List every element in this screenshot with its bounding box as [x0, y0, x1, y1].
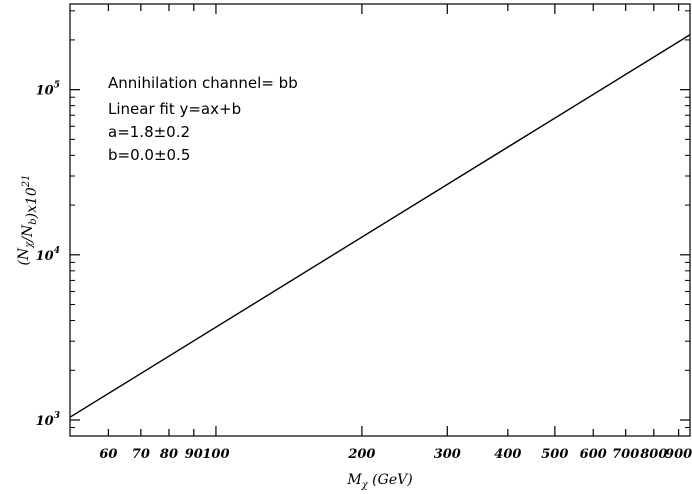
- x-tick-label: 200: [347, 447, 375, 462]
- x-tick-label: 900: [665, 447, 692, 462]
- x-tick-label: 800: [640, 447, 667, 462]
- y-axis-title-sup: 21: [21, 174, 32, 188]
- y-axis-title-sub: χ: [24, 241, 35, 249]
- x-tick-label: 80: [160, 447, 178, 462]
- y-tick-label-exp: 4: [54, 246, 60, 256]
- y-tick-label-exp: 5: [54, 81, 60, 91]
- y-tick-label: 103: [36, 411, 60, 429]
- annotation-channel: Annihilation channel= bb: [108, 74, 298, 92]
- x-tick-label: 700: [612, 447, 639, 462]
- x-tick-label: 70: [132, 447, 150, 462]
- plot-frame: [69, 3, 691, 437]
- series-layer: [69, 34, 691, 418]
- y-axis-title-part: /N: [20, 224, 36, 244]
- y-tick-label-base: 10: [36, 414, 54, 429]
- x-tick-label: 400: [494, 447, 521, 462]
- x-axis-title-rest: (GeV): [368, 472, 413, 488]
- y-axis-title-part: )x10: [24, 187, 40, 219]
- x-tick-label: 100: [202, 447, 229, 462]
- x-tick-label: 90: [185, 447, 203, 462]
- y-tick-label: 105: [36, 81, 60, 99]
- annotation-a: a=1.8±0.2: [108, 123, 190, 141]
- y-axis-title-part: (N: [16, 247, 32, 265]
- x-axis-title-main: M: [346, 472, 362, 488]
- annotation-fit: Linear fit y=ax+b: [108, 100, 241, 118]
- x-axis-title: Mχ (GeV): [346, 472, 412, 491]
- y-axis-title-sub: b: [28, 218, 39, 224]
- y-tick-label-base: 10: [36, 249, 54, 264]
- x-tick-label: 600: [580, 447, 607, 462]
- y-tick-label-exp: 3: [54, 411, 60, 421]
- y-tick-label-base: 10: [36, 84, 54, 99]
- y-minor-ticks: [70, 10, 690, 429]
- x-tick-label: 500: [541, 447, 568, 462]
- y-axis-title-text: (Nχ/Nb)x1021: [16, 174, 40, 265]
- x-axis-title-sub: χ: [361, 480, 369, 491]
- y-tick-label: 104: [36, 246, 60, 264]
- annotation-b: b=0.0±0.5: [108, 146, 190, 164]
- x-tick-label: 60: [99, 447, 117, 462]
- fit-line: [69, 34, 691, 418]
- y-axis-title: (Nχ/Nb)x1021: [16, 174, 40, 265]
- x-tick-label: 300: [434, 447, 461, 462]
